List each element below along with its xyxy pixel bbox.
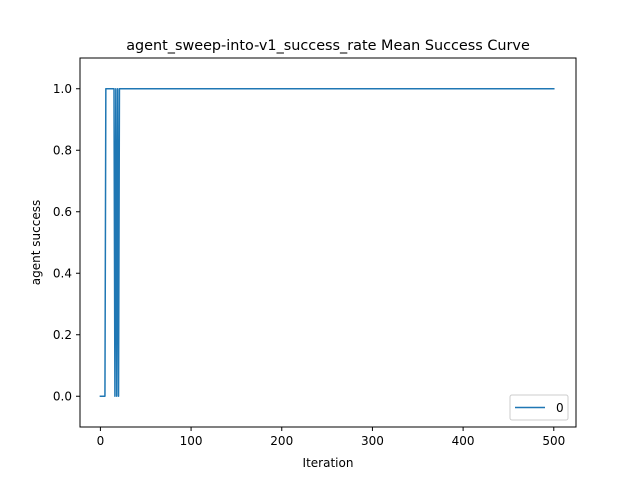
x-tick-label: 0 (97, 434, 105, 448)
y-tick-label: 0.2 (53, 328, 72, 342)
x-tick-label: 400 (452, 434, 475, 448)
legend-series-0-label: 0 (556, 401, 564, 415)
y-tick-label: 0.4 (53, 266, 72, 280)
series-layer (99, 88, 555, 397)
y-tick-label: 0.0 (53, 389, 72, 403)
x-tick-label: 500 (542, 434, 565, 448)
x-tick-label: 100 (180, 434, 203, 448)
series-line (99, 88, 555, 397)
x-tick-label: 200 (270, 434, 293, 448)
y-axis-label: agent success (29, 200, 43, 285)
x-tick-label: 300 (361, 434, 384, 448)
plot-frame (79, 57, 577, 428)
chart-title: agent_sweep-into-v1_success_rate Mean Su… (126, 38, 530, 54)
y-tick-label: 1.0 (53, 82, 72, 96)
y-tick-label: 0.8 (53, 143, 72, 157)
y-tick-label: 0.6 (53, 205, 72, 219)
legend: 0 (509, 394, 569, 421)
x-axis-ticks: 0 100 200 300 400 500 (97, 427, 565, 448)
x-axis-label: Iteration (303, 456, 354, 470)
plot-area (80, 58, 576, 427)
y-axis-ticks: 0.0 0.2 0.4 0.6 0.8 1.0 (53, 82, 80, 403)
